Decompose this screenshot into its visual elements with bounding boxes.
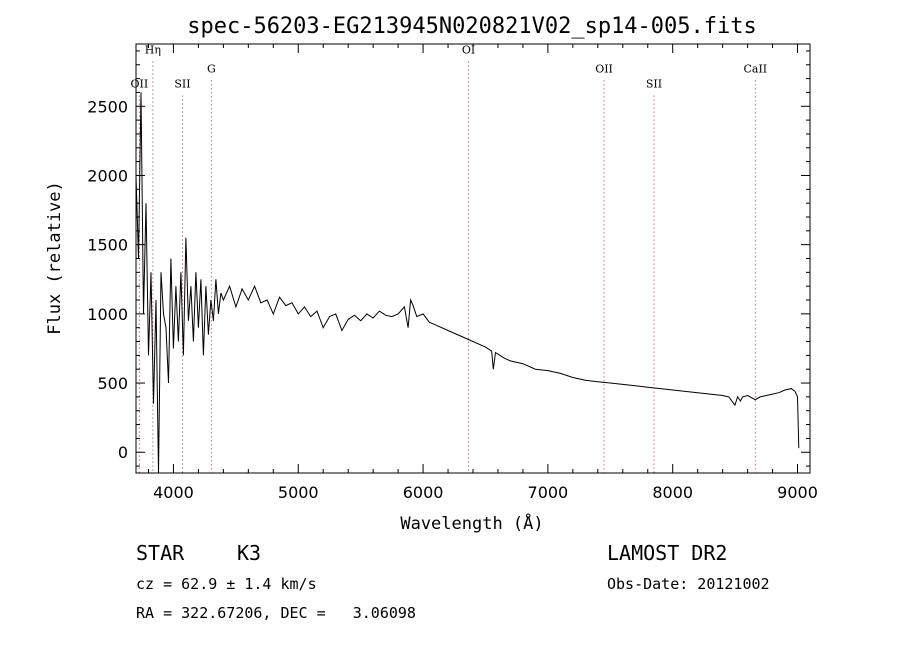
y-tick-label: 2000	[87, 166, 128, 185]
y-tick-label: 2500	[87, 97, 128, 116]
object-subclass: K3	[237, 541, 262, 565]
object-class: STAR	[136, 541, 185, 565]
line-marker-label: CaII	[743, 62, 767, 75]
line-marker-label: Hη	[145, 44, 161, 57]
x-tick-label: 5000	[278, 483, 319, 502]
x-tick-label: 8000	[652, 483, 693, 502]
plot-frame	[135, 43, 811, 474]
y-axis-title: Flux (relative)	[45, 181, 65, 335]
y-tick-label: 500	[97, 374, 128, 393]
x-tick-label: 6000	[403, 483, 444, 502]
line-marker-label: G	[207, 62, 216, 75]
x-tick-label: 9000	[777, 483, 818, 502]
y-tick-label: 1000	[87, 305, 128, 324]
obs-date: Obs-Date: 20121002	[607, 575, 770, 593]
x-tick-label: 7000	[528, 483, 569, 502]
line-marker-label: SII	[646, 78, 662, 91]
y-tick-label: 1500	[87, 236, 128, 255]
spectrum-line	[135, 92, 800, 474]
chart-title: spec-56203-EG213945N020821V02_sp14-005.f…	[187, 14, 757, 39]
x-tick-label: 4000	[153, 483, 194, 502]
line-marker-label: SII	[174, 78, 190, 91]
coordinates: RA = 322.67206, DEC = 3.06098	[136, 604, 416, 622]
survey-name: LAMOST DR2	[607, 541, 728, 565]
redshift-text: cz = 62.9 ± 1.4 km/s	[136, 575, 317, 593]
y-tick-label: 0	[118, 443, 128, 462]
line-marker-label: OI	[462, 44, 475, 57]
line-marker-label: OII	[131, 78, 149, 91]
line-marker-label: OII	[595, 62, 613, 75]
x-axis-title: Wavelength (Å)	[400, 512, 543, 534]
